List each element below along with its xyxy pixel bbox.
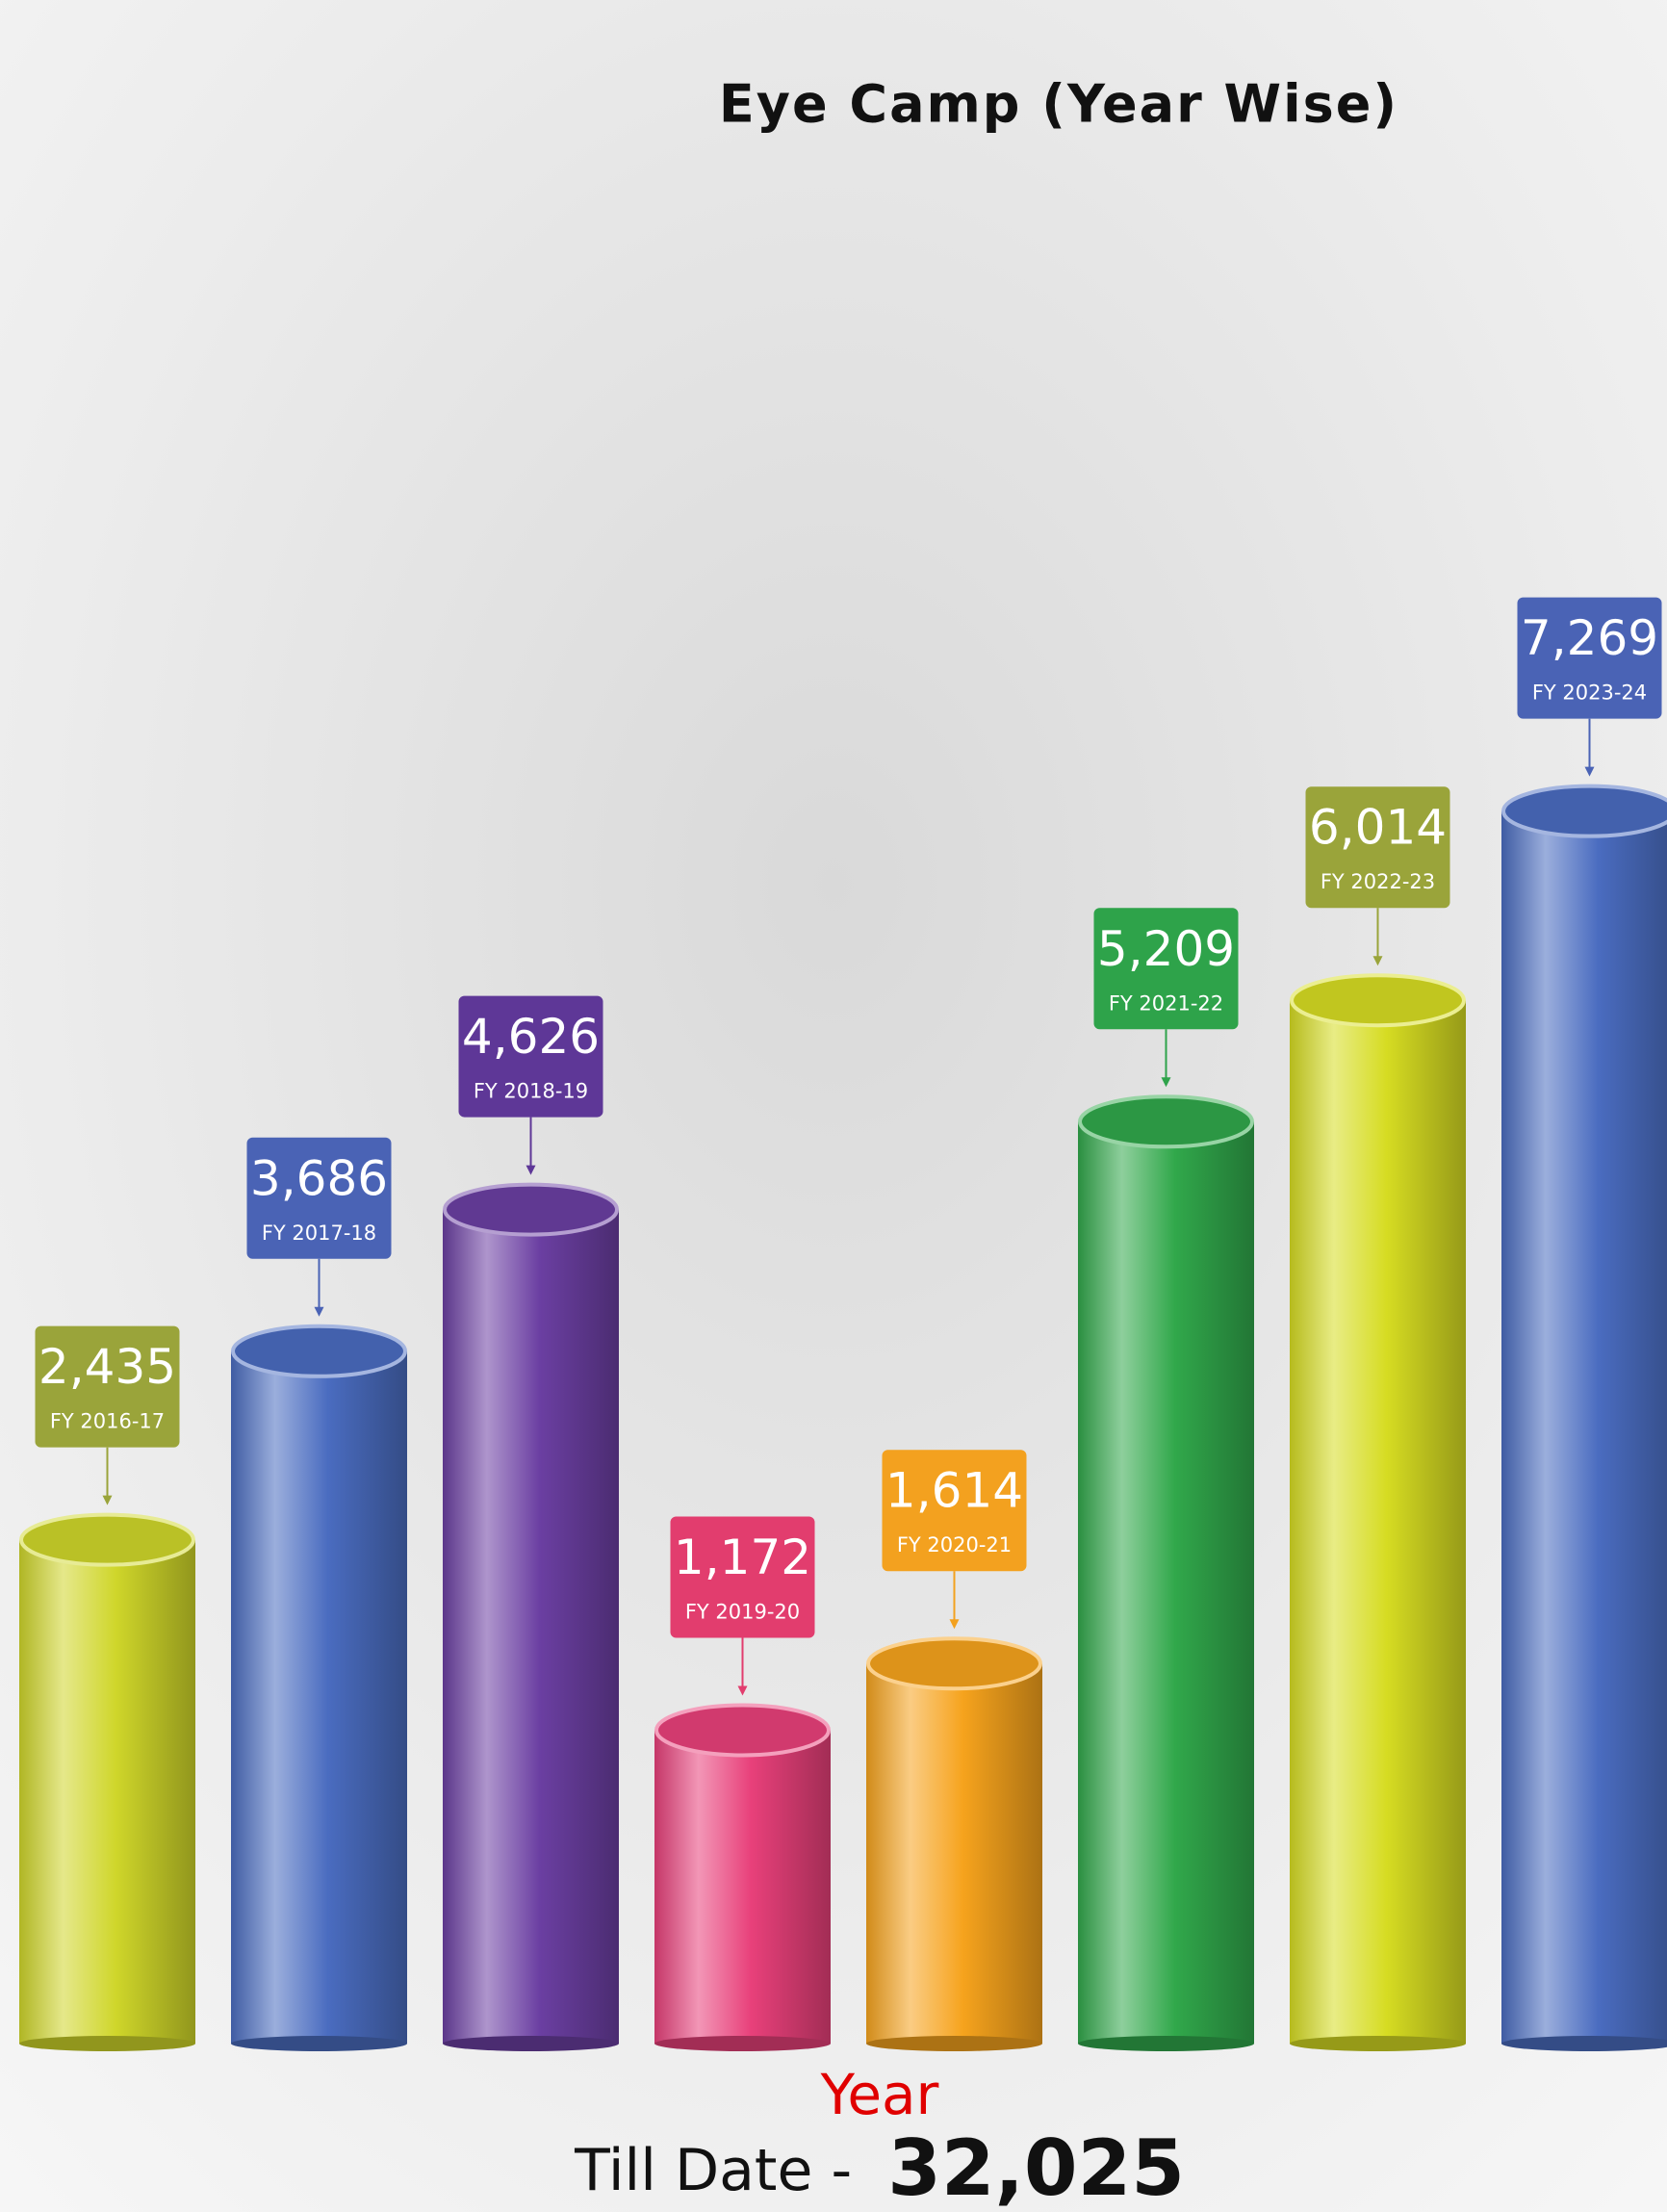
cylinder-top [233, 1326, 405, 1376]
cylinder-base [866, 2036, 1042, 2051]
cylinder-top [868, 1638, 1040, 1688]
value-label: 7,269 [1521, 610, 1658, 666]
cylinder-base [231, 2036, 407, 2051]
bar [1078, 1121, 1254, 2044]
value-label: 1,172 [674, 1530, 811, 1585]
bar [654, 1730, 831, 2044]
category-label: FY 2022-23 [1321, 870, 1435, 893]
x-axis-label: Year [820, 2062, 939, 2127]
cylinder-base [443, 2036, 619, 2051]
chart-title: Eye Camp (Year Wise) [719, 74, 1398, 135]
cylinder-top [445, 1185, 617, 1235]
category-label: FY 2020-21 [897, 1533, 1012, 1556]
value-label: 2,435 [38, 1339, 176, 1395]
chart: Eye Camp (Year Wise) Year Till Date - 32… [0, 0, 1667, 2212]
bar [1290, 1000, 1466, 2044]
category-label: FY 2021-22 [1109, 991, 1223, 1015]
value-label: 3,686 [250, 1150, 388, 1206]
cylinder-top [21, 1515, 193, 1565]
category-label: FY 2023-24 [1532, 682, 1647, 705]
footer-text: Till Date - [574, 2137, 852, 2204]
cylinder-base [654, 2036, 831, 2051]
bar [443, 1210, 619, 2044]
footer-total: 32,025 [887, 2123, 1185, 2212]
cylinder-base [1078, 2036, 1254, 2051]
category-label: FY 2016-17 [50, 1410, 165, 1433]
value-label: 5,209 [1097, 921, 1235, 977]
cylinder-base [1290, 2036, 1466, 2051]
category-label: FY 2017-18 [262, 1222, 376, 1245]
cylinder-top [1080, 1096, 1252, 1146]
category-label: FY 2019-20 [685, 1600, 800, 1623]
cylinder-top [1292, 975, 1464, 1025]
page: Eye Camp (Year Wise) Year Till Date - 32… [0, 0, 1667, 2212]
category-label: FY 2018-19 [474, 1080, 588, 1103]
bar [19, 1540, 195, 2044]
bar [866, 1663, 1042, 2044]
bar [231, 1351, 407, 2044]
cylinder-base [19, 2036, 195, 2051]
bar [1501, 811, 1667, 2044]
cylinder-top [1503, 786, 1667, 836]
value-label: 4,626 [462, 1009, 600, 1065]
value-label: 1,614 [885, 1463, 1023, 1519]
cylinder-top [656, 1705, 829, 1755]
value-label: 6,014 [1309, 800, 1447, 856]
